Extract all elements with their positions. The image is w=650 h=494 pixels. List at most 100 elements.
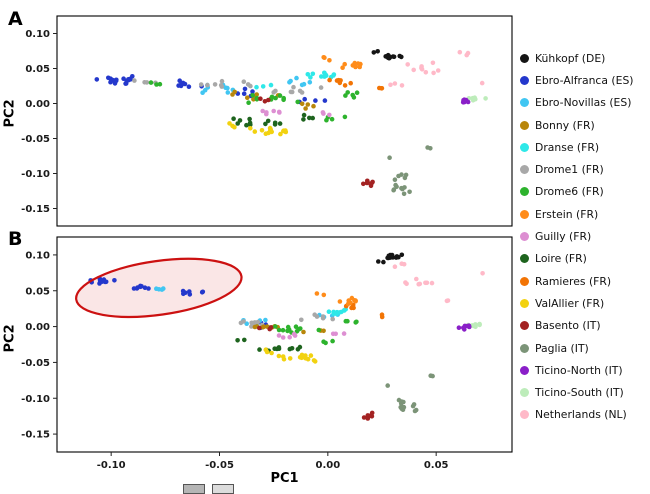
y-tick-label: -0.15 [21,204,50,215]
legend-label: Loire (FR) [535,252,587,266]
x-tick-label: -0.10 [97,460,126,471]
series-ramieres-fr [343,302,385,320]
legend-swatch [520,343,529,353]
legend-label: Guilly (FR) [535,230,592,244]
legend-item: Netherlands (NL) [520,404,650,426]
legend-item: Drome6 (FR) [520,181,650,203]
x-tick-label: 0.05 [424,460,449,471]
legend-item: Ticino-North (IT) [520,359,650,381]
legend-swatch [520,365,529,375]
y-tick-label: -0.10 [21,169,50,180]
y-tick-label: 0.00 [25,99,50,110]
cropped-legend-box [212,484,234,494]
legend-swatch [520,232,529,242]
legend-swatch [520,388,529,398]
legend-swatch [520,410,529,420]
x-tick-label: -0.05 [205,460,234,471]
series-netherlands-nl [392,261,485,304]
series-dranse-fr [254,70,337,90]
legend-swatch [520,53,529,63]
legend-label: ValAllier (FR) [535,296,605,310]
panel-border [56,15,513,227]
legend-label: Netherlands (NL) [535,408,627,422]
panel-b-plot: 0.10 0.05 0.00 -0.05 -0.10 -0.15 -0.10 -0.05 0.0… [21,236,513,471]
legend-item: Ebro-Alfranca (ES) [520,69,650,91]
legend-item: Ebro-Novillas (ES) [520,92,650,114]
legend-label: Dranse (FR) [535,140,600,154]
panel-a-letter: A [8,8,23,30]
series-ticino-north-it [460,97,471,105]
y-tick-label: -0.15 [21,430,50,441]
panel-b-letter: B [8,228,23,250]
legend-item: Bonny (FR) [520,114,650,136]
series-k-hkopf-de [376,252,405,265]
legend-swatch [520,165,529,175]
y-tick-label: 0.05 [25,64,50,75]
y-tick-label: 0.00 [25,322,50,333]
series-ramieres-fr [327,77,385,91]
legend-item: ValAllier (FR) [520,292,650,314]
series-valallier-fr [263,347,318,364]
legend-label: Basento (IT) [535,319,601,333]
series-ticino-north-it [456,323,472,332]
legend-label: Ticino-North (IT) [535,363,623,377]
legend-item: Guilly (FR) [520,225,650,247]
legend-swatch [520,187,529,197]
y-tick-label: -0.05 [21,134,50,145]
series-drome6-fr [273,318,359,346]
legend-item: Ramieres (FR) [520,270,650,292]
y-tick-label: -0.05 [21,358,50,369]
legend-swatch [520,298,529,308]
highlight-ellipse [75,257,243,319]
y-tick-label: 0.10 [25,29,50,40]
y-tick-label: 0.05 [25,286,50,297]
legend-item: Loire (FR) [520,248,650,270]
legend-label: Ebro-Alfranca (ES) [535,73,634,87]
legend-item: Basento (IT) [520,315,650,337]
series-netherlands-nl [388,49,485,88]
legend-label: Kühkopf (DE) [535,51,606,65]
legend-item: Erstein (FR) [520,203,650,225]
legend-item: Drome1 (FR) [520,158,650,180]
series-basento-it [257,325,375,421]
legend-swatch [520,209,529,219]
series-loire-fr [231,112,316,128]
legend-label: Ticino-South (IT) [535,386,624,400]
series-k-hkopf-de [371,49,404,61]
cropped-legend-box [183,484,205,494]
legend-swatch [520,142,529,152]
legend-swatch [520,98,529,108]
legend-item: Paglia (IT) [520,337,650,359]
series-erstein-fr [321,55,363,70]
legend-label: Drome6 (FR) [535,185,604,199]
series-guilly-fr [276,331,347,340]
legend-swatch [520,254,529,264]
legend-item: Dranse (FR) [520,136,650,158]
series-dranse-fr [326,307,349,317]
legend: Kühkopf (DE) Ebro-Alfranca (ES) Ebro-Novil… [520,47,650,426]
x-tick-label: 0.00 [315,460,340,471]
series-basento-it [258,96,375,189]
series-guilly-fr [260,108,332,118]
y-axis-label-panel-a: PC2 [2,99,18,128]
y-tick-label: -0.10 [21,394,50,405]
y-axis-label-panel-b: PC2 [2,324,18,353]
series-drome6-fr [148,80,360,123]
legend-item: Kühkopf (DE) [520,47,650,69]
series-paglia-it [387,145,433,197]
y-tick-label: 0.10 [25,250,50,261]
series-ebro-novillas-es [200,75,313,95]
legend-label: Bonny (FR) [535,118,595,132]
legend-label: Paglia (IT) [535,341,589,355]
series-paglia-it [385,373,435,414]
legend-swatch [520,321,529,331]
legend-swatch [520,120,529,130]
series-erstein-fr [314,291,358,307]
legend-swatch [520,75,529,85]
series-valallier-fr [227,121,289,137]
x-axis-label: PC1 [270,471,299,486]
legend-label: Erstein (FR) [535,207,599,221]
panel-border [56,236,513,453]
legend-item: Ticino-South (IT) [520,381,650,403]
